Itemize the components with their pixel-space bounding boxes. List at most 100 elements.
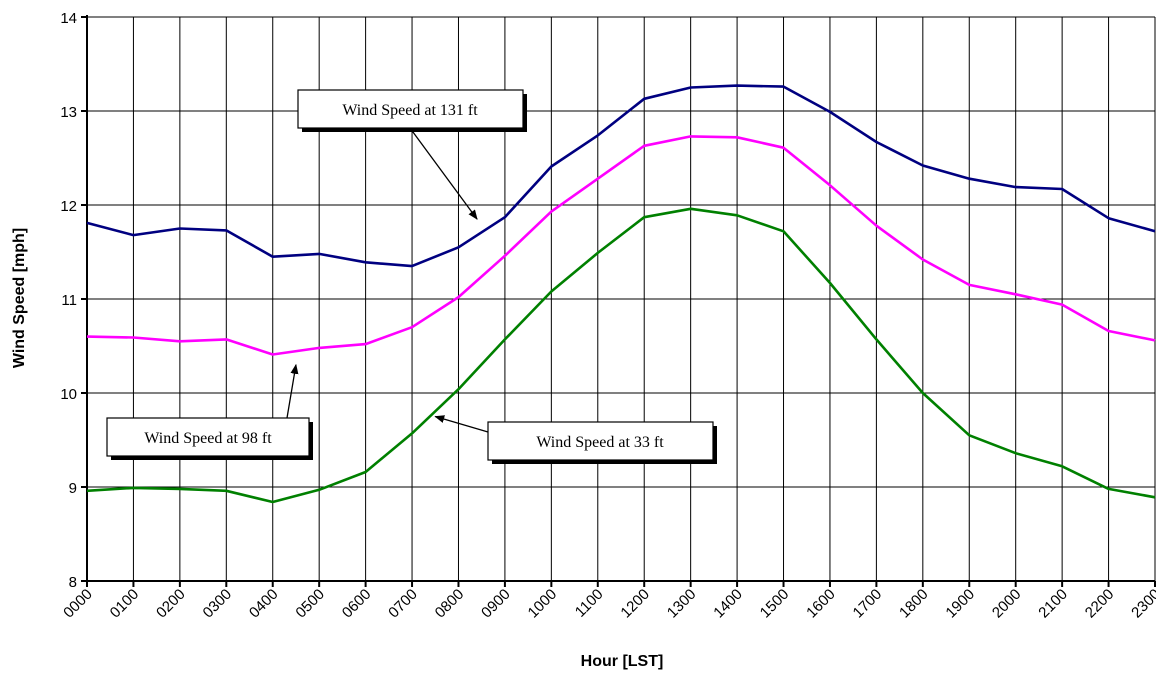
data-point (410, 264, 414, 268)
data-point (317, 346, 321, 350)
x-tick-label: 0100 (107, 586, 143, 622)
x-tick-label: 2200 (1082, 586, 1118, 622)
x-tick-label: 2300 (1128, 586, 1156, 622)
y-tick-label: 11 (61, 292, 77, 309)
callout-box (487, 421, 714, 461)
data-point (271, 500, 275, 504)
x-tick-label: 0500 (292, 586, 328, 622)
x-tick-label: 1000 (525, 586, 561, 622)
data-point (782, 146, 786, 150)
callout-label: Wind Speed at 33 ft (536, 434, 664, 451)
x-tick-label: 1300 (664, 586, 700, 622)
callout-label: Wind Speed at 131 ft (342, 102, 478, 119)
callout-arrow (434, 415, 489, 433)
data-point (503, 254, 507, 258)
callout-box (106, 417, 310, 457)
data-point (503, 215, 507, 219)
data-point (642, 144, 646, 148)
x-tick-label: 2100 (1035, 586, 1071, 622)
data-point (689, 134, 693, 138)
data-point (271, 255, 275, 259)
y-tick-label: 12 (60, 198, 77, 215)
data-point (874, 224, 878, 228)
x-tick-label: 1900 (942, 586, 978, 622)
data-point (782, 229, 786, 233)
data-point (364, 260, 368, 264)
data-point (1060, 187, 1064, 191)
callout-arrow (286, 363, 299, 419)
data-point (1014, 292, 1018, 296)
data-point (735, 135, 739, 139)
data-point (1107, 329, 1111, 333)
data-point (967, 283, 971, 287)
axes (81, 15, 1156, 587)
series-lines (85, 84, 1156, 504)
y-axis-title: Wind Speed [mph] (11, 228, 28, 368)
data-point (596, 133, 600, 137)
data-point (131, 336, 135, 340)
x-tick-label: 1800 (896, 586, 932, 622)
x-tick-label: 1200 (617, 586, 653, 622)
data-point (410, 431, 414, 435)
data-point (782, 85, 786, 89)
data-point (921, 258, 925, 262)
y-tick-label: 10 (60, 386, 77, 403)
data-point (689, 86, 693, 90)
x-axis-title: Hour [LST] (581, 653, 664, 670)
data-point (456, 245, 460, 249)
y-tick-label: 13 (60, 104, 77, 121)
callout-label: Wind Speed at 98 ft (144, 430, 272, 447)
data-point (224, 489, 228, 493)
x-tick-label: 1600 (803, 586, 839, 622)
x-tick-label: 0300 (200, 586, 236, 622)
data-point (921, 164, 925, 168)
data-point (549, 164, 553, 168)
callout-2: Wind Speed at 98 ft (106, 363, 313, 460)
data-point (1060, 464, 1064, 468)
data-point (85, 221, 89, 225)
x-tick-label: 0400 (246, 586, 282, 622)
data-point (503, 337, 507, 341)
data-point (967, 177, 971, 181)
series-callouts: Wind Speed at 131 ft Wind Speed at 98 ft W… (106, 89, 717, 464)
data-point (828, 110, 832, 114)
y-tick-label: 14 (60, 10, 77, 27)
data-point (364, 470, 368, 474)
data-point (735, 213, 739, 217)
x-tick-label: 0200 (153, 586, 189, 622)
y-tick-label: 9 (69, 480, 77, 497)
data-point (967, 433, 971, 437)
x-tick-label: 0600 (339, 586, 375, 622)
data-point (874, 140, 878, 144)
data-point (1014, 451, 1018, 455)
data-point (410, 325, 414, 329)
series-line-3 (86, 207, 1156, 504)
data-point (1107, 487, 1111, 491)
data-point (224, 228, 228, 232)
x-tick-label: 1500 (757, 586, 793, 622)
x-tick-label: 2000 (989, 586, 1025, 622)
x-tick-label: 0000 (60, 586, 96, 622)
callout-box (297, 89, 524, 129)
callout-arrow (409, 127, 478, 220)
data-point (921, 391, 925, 395)
data-point (874, 337, 878, 341)
data-point (735, 84, 739, 88)
x-tick-label: 0800 (432, 586, 468, 622)
data-point (131, 486, 135, 490)
data-point (178, 487, 182, 491)
data-point (828, 183, 832, 187)
data-point (85, 489, 89, 493)
data-point (828, 281, 832, 285)
callout-1: Wind Speed at 131 ft (297, 89, 527, 220)
data-point (364, 342, 368, 346)
data-point (1060, 303, 1064, 307)
data-point (1014, 185, 1018, 189)
data-point (596, 177, 600, 181)
data-point (317, 252, 321, 256)
y-tick-label: 8 (69, 574, 77, 591)
data-point (549, 210, 553, 214)
data-point (549, 289, 553, 293)
data-point (85, 335, 89, 339)
